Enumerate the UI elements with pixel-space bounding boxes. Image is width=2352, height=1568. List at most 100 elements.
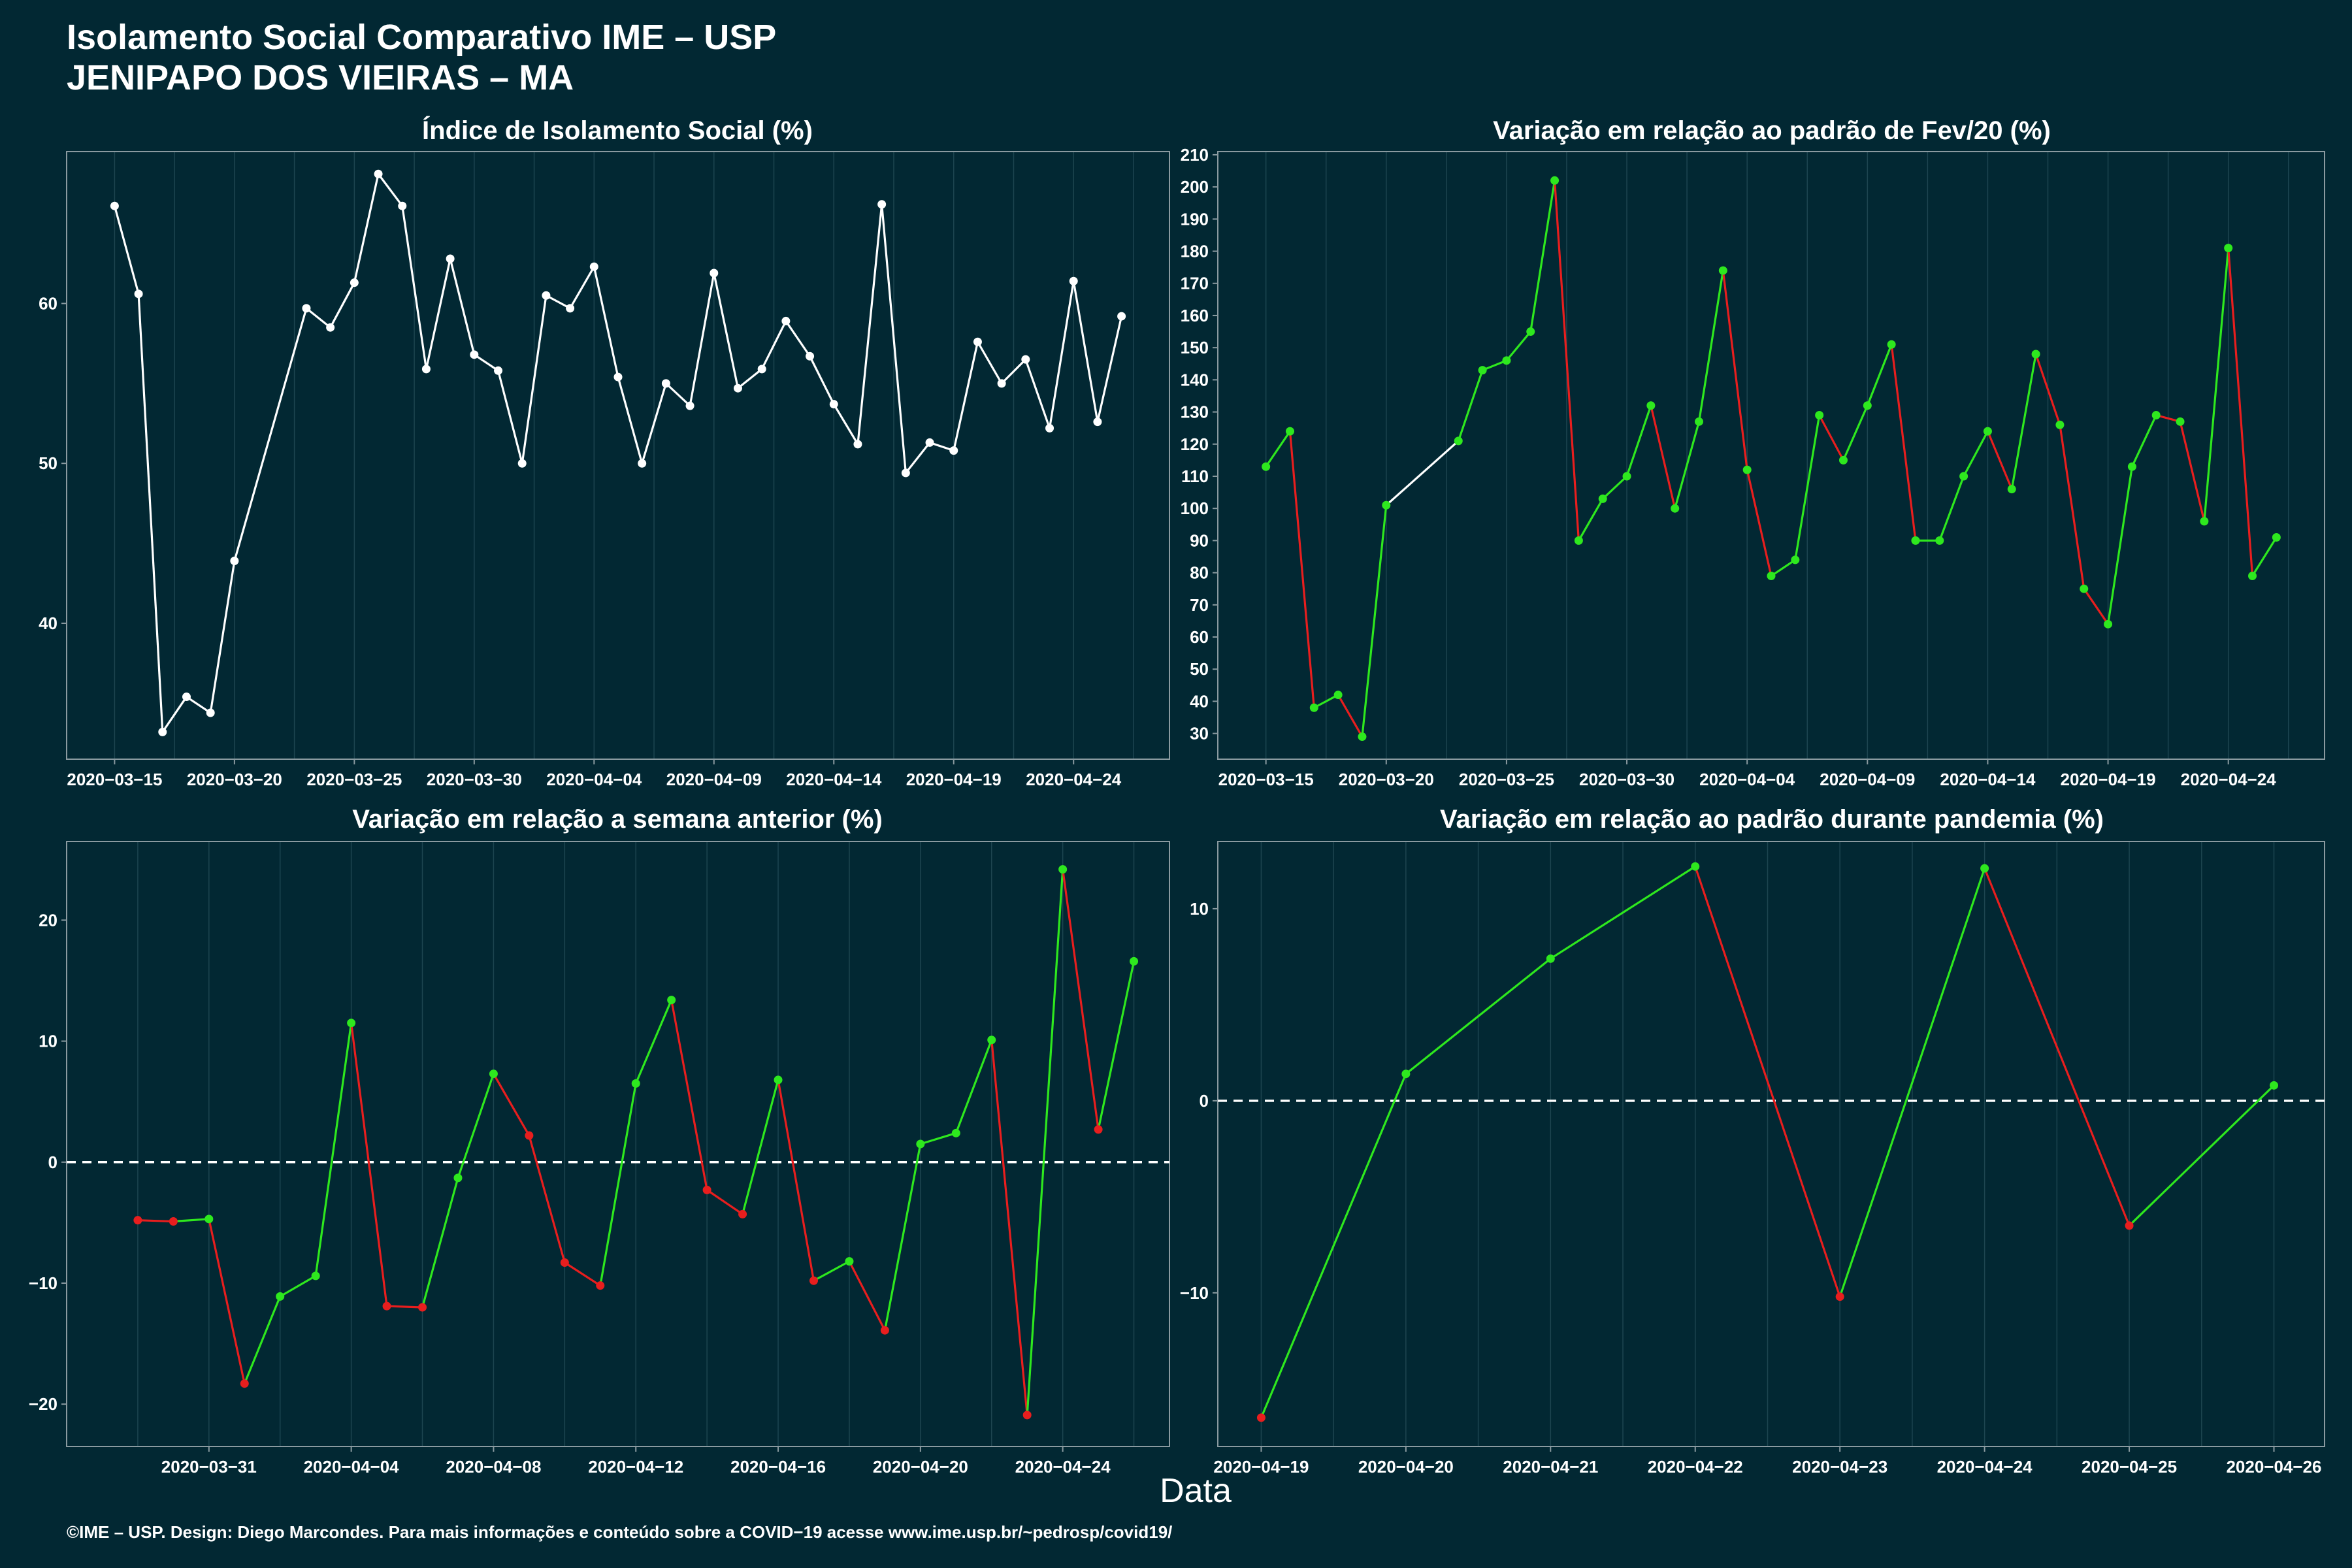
x-tick-label: 2020−04−24 [2181,770,2277,789]
series-line-segment [1550,865,1696,960]
data-point [302,304,311,313]
series-line-segment [1026,869,1064,1415]
series-line-segment [1578,498,1604,542]
data-point [206,708,215,717]
y-tick-label: 100 [1181,498,1209,518]
series-line-segment [1097,961,1135,1130]
y-tick-label: −20 [29,1394,57,1414]
y-tick-label: 10 [1190,899,1209,919]
data-point [710,269,719,278]
y-tick-label: 40 [1190,691,1209,711]
data-point [1835,1292,1844,1301]
x-tick-label: 2020−04−04 [546,770,642,789]
data-point [1911,536,1920,545]
series-line-segment [1842,405,1869,461]
x-tick-label: 2020−04−04 [304,1457,400,1477]
x-tick-label: 2020−03−20 [1339,770,1434,789]
panel-title-pandemia: Variação em relação ao padrão durante pa… [1440,805,2104,834]
series-line-segment [546,294,571,310]
series-line-segment [742,1079,779,1215]
y-tick-label: 130 [1181,402,1209,422]
x-tick-label: 2020−03−25 [1459,770,1554,789]
data-point [2055,420,2065,429]
data-point [1358,732,1367,742]
data-point [901,468,910,478]
data-point [1262,462,1271,471]
panel-title-semana-anterior: Variação em relação a semana anterior (%… [352,805,883,834]
data-point [829,400,838,409]
data-point [494,366,503,375]
y-tick-label: 160 [1181,306,1209,325]
series-line-segment [2179,421,2206,522]
data-point [158,727,167,736]
data-point [1117,312,1126,321]
x-tick-label: 2020−04−21 [1503,1457,1598,1477]
data-point [667,996,676,1005]
data-point [2248,572,2257,581]
series-line-segment [350,1022,388,1307]
data-point [2200,517,2209,526]
series-line-segment [1096,316,1123,422]
data-point [2176,417,2185,426]
data-point [1646,401,1656,410]
chart-4: −10 0 10 2020−04−19 2020−04−20 2020−04−21 2020… [1180,841,2325,1477]
y-tick-label: 80 [1190,563,1209,583]
data-point [738,1209,747,1218]
data-point [949,446,958,455]
data-point [685,401,694,410]
series-line-segment [634,999,673,1085]
data-point [987,1036,996,1045]
data-point [781,316,791,325]
series-line-segment [1938,476,1965,541]
series-line-segment [881,204,907,474]
data-point [880,1326,889,1335]
data-point [661,379,670,388]
data-point [446,254,455,263]
x-tick-label: 2020−04−19 [2061,770,2156,789]
series-line-segment [457,1073,495,1179]
series-line-segment [305,307,331,329]
series-line-segment [1694,866,1841,1298]
series-line-segment [1072,280,1099,422]
data-point [916,1139,925,1149]
data-point [1502,356,1511,365]
series-line-segment [955,1039,993,1134]
data-point [1285,427,1294,436]
y-tick-label: 110 [1181,466,1209,486]
series-line-segment [353,173,380,284]
data-point [638,459,647,468]
x-tick-label: 2020−04−19 [1213,1457,1309,1477]
series-line-segment [665,382,691,407]
data-point [1130,956,1139,966]
series-line-segment [760,320,787,370]
series-line-segment [1722,270,1748,470]
series-line-segment [377,173,404,207]
data-point [398,201,407,210]
series-line-segment [1529,180,1556,332]
series-line-segment [449,258,476,355]
data-point [421,365,431,374]
series-line-segment [1697,270,1724,422]
series-line-segment [1984,868,2131,1226]
series-line-segment [617,376,644,464]
series-line-segment [785,320,811,357]
series-line-segment [569,266,595,309]
series-line-segment [1866,344,1893,406]
plot-area [1217,841,2325,1447]
y-tick-label: 10 [39,1032,57,1051]
data-point [1959,472,1968,481]
data-point [566,304,575,313]
y-tick-label: 120 [1181,434,1209,454]
y-tick-label: 50 [1190,659,1209,679]
data-point [204,1215,214,1224]
series-line-segment [1505,331,1531,361]
data-point [133,1216,142,1225]
data-point [1980,864,1989,873]
data-point [2269,1081,2278,1090]
data-point [1093,417,1102,427]
series-line-segment [689,272,715,406]
data-point [925,438,934,447]
data-point [517,459,527,468]
series-line-segment [1650,405,1676,509]
data-point [774,1075,783,1085]
